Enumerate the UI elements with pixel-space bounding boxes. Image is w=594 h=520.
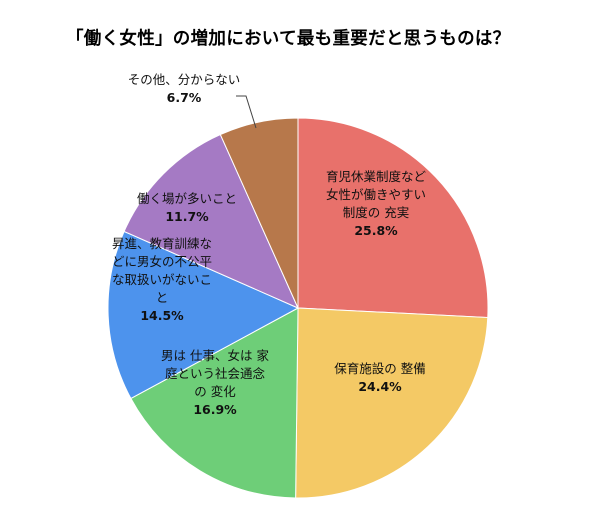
slice-label-6: その他、分からない 6.7% — [128, 72, 241, 105]
leader-line-6 — [236, 95, 257, 129]
slice-labels: 育児休業制度など女性が働きやすい制度の 充実 25.8% 保育施設の 整備 24.4%… — [112, 72, 427, 417]
chart-title: 「働く女性」の増加において最も重要だと思うものは？ — [66, 29, 511, 49]
pie-slice-5 — [123, 133, 299, 309]
slice-value-2: 24.4% — [358, 379, 402, 394]
pie-slice-1 — [297, 117, 489, 319]
leader-lines — [236, 95, 257, 129]
slice-label-3: 男は 仕事、女は 家庭という社会通念の 変化 16.9% — [161, 348, 269, 417]
pie-slice-3 — [130, 307, 299, 499]
pie-slices — [107, 117, 489, 499]
slice-value-6: 6.7% — [167, 90, 202, 105]
slice-label-2: 保育施設の 整備 24.4% — [334, 361, 425, 394]
slice-value-4: 14.5% — [140, 308, 184, 323]
pie-slice-4 — [107, 230, 300, 400]
slice-value-1: 25.8% — [354, 223, 398, 238]
slice-value-3: 16.9% — [193, 402, 237, 417]
slice-label-4: 昇進、教育訓練などに男女の不公平な取扱いがないこと 14.5% — [112, 236, 212, 323]
pie-slice-2 — [295, 307, 489, 499]
pie-slice-6 — [219, 117, 299, 309]
slice-label-5: 働く場が多いこと 11.7% — [137, 191, 237, 224]
slice-label-1: 育児休業制度など女性が働きやすい制度の 充実 25.8% — [326, 169, 427, 238]
slice-value-5: 11.7% — [165, 209, 209, 224]
